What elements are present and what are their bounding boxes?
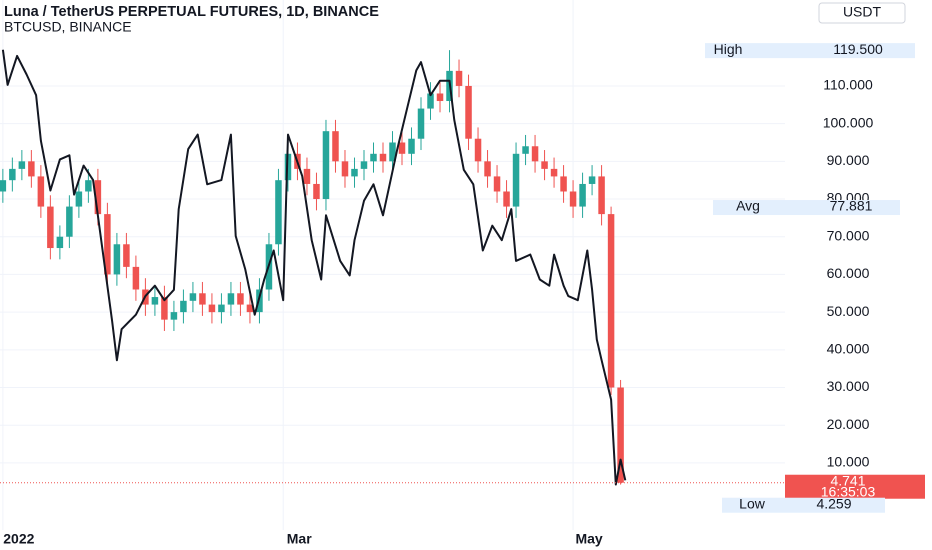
candle-body xyxy=(427,93,434,109)
candle-body xyxy=(18,161,26,169)
candle-body xyxy=(541,161,548,169)
chart-subtitle: BTCUSD, BINANCE xyxy=(4,19,132,35)
candle-body xyxy=(455,70,463,86)
x-tick-label: May xyxy=(575,531,602,547)
candle-body xyxy=(199,293,206,305)
candle-body xyxy=(351,168,358,177)
currency-button[interactable] xyxy=(818,2,906,24)
marker-box xyxy=(713,200,900,216)
plot xyxy=(0,49,785,486)
candle-body xyxy=(531,146,539,162)
axis-labels: 10.000 20.000 30.000 40.000 50.000 60.000 70.0… xyxy=(3,41,925,547)
chart-title: Luna / TetherUS PERPETUAL FUTURES, 1D, B… xyxy=(4,4,379,20)
candle-body xyxy=(503,191,510,207)
candle-body xyxy=(588,176,596,184)
candle-body xyxy=(75,191,83,207)
candle-body xyxy=(512,153,520,207)
candle-body xyxy=(123,244,130,267)
candle-body xyxy=(550,168,558,177)
x-tick-label: 2022 xyxy=(3,531,34,547)
candle-body xyxy=(341,161,349,177)
candle-body xyxy=(408,138,415,154)
y-tick-label: 30.000 xyxy=(827,378,870,394)
candle-body xyxy=(436,93,444,102)
marker-value: 119.500 xyxy=(833,41,883,57)
btc-line xyxy=(1,49,627,486)
marker-box xyxy=(705,43,915,59)
candle-body xyxy=(303,168,311,184)
marker-name: High xyxy=(714,41,743,57)
y-tick-label: 100.000 xyxy=(823,114,874,130)
candle-body xyxy=(132,266,140,290)
y-tick-label: 60.000 xyxy=(827,265,870,281)
candle-body xyxy=(94,180,102,215)
y-tick-label: 20.000 xyxy=(827,416,870,432)
y-tick-label: 10.000 xyxy=(827,454,870,470)
candle-body xyxy=(360,161,368,169)
candle-body xyxy=(607,214,615,388)
candle-body xyxy=(560,176,567,192)
candle-body xyxy=(569,191,577,207)
candle-body xyxy=(47,206,54,249)
candle-body xyxy=(9,168,16,181)
candle-body xyxy=(66,206,73,237)
last-price-box xyxy=(785,474,925,499)
candle-body xyxy=(227,293,235,305)
candle-body xyxy=(522,146,529,154)
candle-body xyxy=(398,142,406,154)
y-tick-label: 50.000 xyxy=(827,303,870,319)
candle-body xyxy=(151,297,159,305)
candle-body xyxy=(389,142,396,162)
candle-body xyxy=(322,131,330,200)
currency-label[interactable]: USDT xyxy=(843,4,882,20)
time-axis xyxy=(0,530,932,550)
candle-body xyxy=(246,304,254,313)
candle-body xyxy=(0,180,7,192)
candle-body xyxy=(170,312,178,320)
candle-body xyxy=(218,304,225,313)
countdown-label: 16:35:03 xyxy=(821,483,876,499)
candle-body xyxy=(379,153,387,162)
candle-body xyxy=(180,300,187,313)
candle-body xyxy=(465,85,472,139)
candle-body xyxy=(370,153,377,162)
last-price-label: 4.741 xyxy=(830,472,865,488)
y-tick-label: 40.000 xyxy=(827,341,870,357)
candle-body xyxy=(493,176,501,192)
candle-body xyxy=(56,236,64,249)
candle-body xyxy=(113,244,121,275)
candle-body xyxy=(598,176,605,215)
candle-body xyxy=(37,176,45,207)
marker-box xyxy=(722,497,885,513)
candle-body xyxy=(474,138,482,162)
marker-name: Low xyxy=(739,495,766,511)
candle-body xyxy=(237,293,244,305)
candle-body xyxy=(104,214,111,275)
price-axis xyxy=(785,0,932,550)
candle-body xyxy=(417,108,425,139)
candle-body xyxy=(617,387,624,483)
candle-body xyxy=(275,180,282,245)
candle-body xyxy=(161,297,168,320)
marker-value: 4.259 xyxy=(816,495,851,511)
candle-body xyxy=(484,161,491,177)
candle-body xyxy=(28,161,35,177)
marker-value: 77.881 xyxy=(830,198,873,214)
y-tick-label: 110.000 xyxy=(823,77,873,93)
candle-body xyxy=(332,131,339,162)
candle-body xyxy=(85,180,92,192)
candle-body xyxy=(313,183,320,200)
x-tick-label: Mar xyxy=(287,531,312,547)
y-tick-label: 70.000 xyxy=(827,227,870,243)
y-tick-label: 90.000 xyxy=(827,152,870,168)
candle-body xyxy=(189,293,197,301)
marker-name: Avg xyxy=(736,198,760,214)
candle-body xyxy=(579,183,586,207)
candle-body xyxy=(208,304,216,313)
grid xyxy=(0,0,785,530)
